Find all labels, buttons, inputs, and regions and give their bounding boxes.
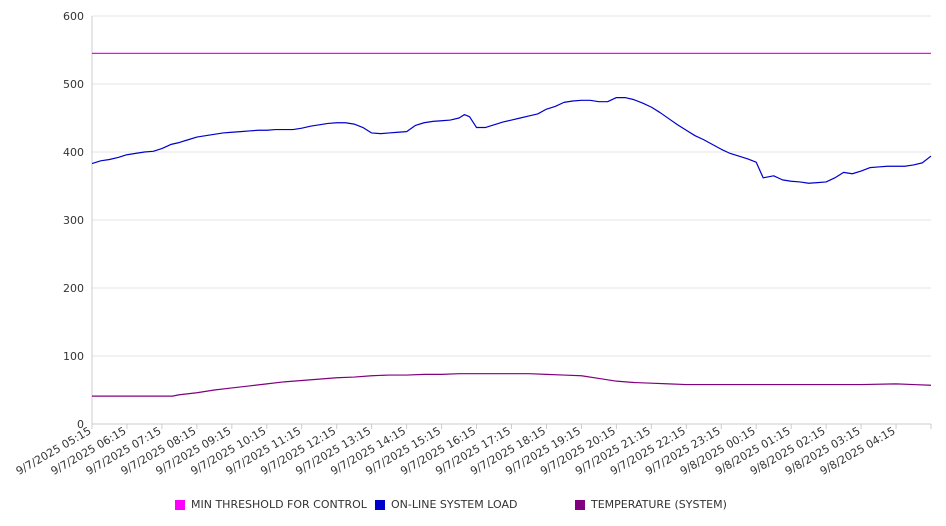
- y-tick-label-0: 0: [77, 418, 84, 431]
- y-tick-label-500: 500: [63, 78, 84, 91]
- y-tick-label-200: 200: [63, 282, 84, 295]
- legend-label-temperature: TEMPERATURE (SYSTEM): [591, 498, 727, 511]
- legend-label-threshold: MIN THRESHOLD FOR CONTROL: [191, 498, 367, 511]
- legend-swatch-temperature: [575, 499, 585, 510]
- legend-item-temperature: TEMPERATURE (SYSTEM): [575, 498, 727, 511]
- legend-item-threshold: MIN THRESHOLD FOR CONTROL: [175, 498, 367, 511]
- legend-item-system-load: ON-LINE SYSTEM LOAD: [375, 498, 517, 511]
- gridlines: [92, 15, 931, 357]
- legend-label-system-load: ON-LINE SYSTEM LOAD: [391, 498, 518, 511]
- y-tick-labels: 0 100 200 300 400 500 600: [63, 10, 84, 431]
- series-line-system-load: [91, 96, 932, 184]
- legend-swatch-system-load: [375, 499, 385, 510]
- legend: MIN THRESHOLD FOR CONTROL ON-LINE SYSTEM…: [0, 498, 946, 514]
- series-lines: [91, 52, 932, 397]
- axes: [91, 16, 932, 429]
- y-tick-label-100: 100: [63, 350, 84, 363]
- y-tick-label-600: 600: [63, 10, 84, 23]
- y-tick-label-400: 400: [63, 146, 84, 159]
- legend-swatch-threshold: [175, 499, 185, 510]
- series-line-temperature: [92, 373, 932, 397]
- y-tick-label-300: 300: [63, 214, 84, 227]
- x-tick-labels: 9/7/2025 05:159/7/2025 06:159/7/2025 07:…: [14, 424, 898, 478]
